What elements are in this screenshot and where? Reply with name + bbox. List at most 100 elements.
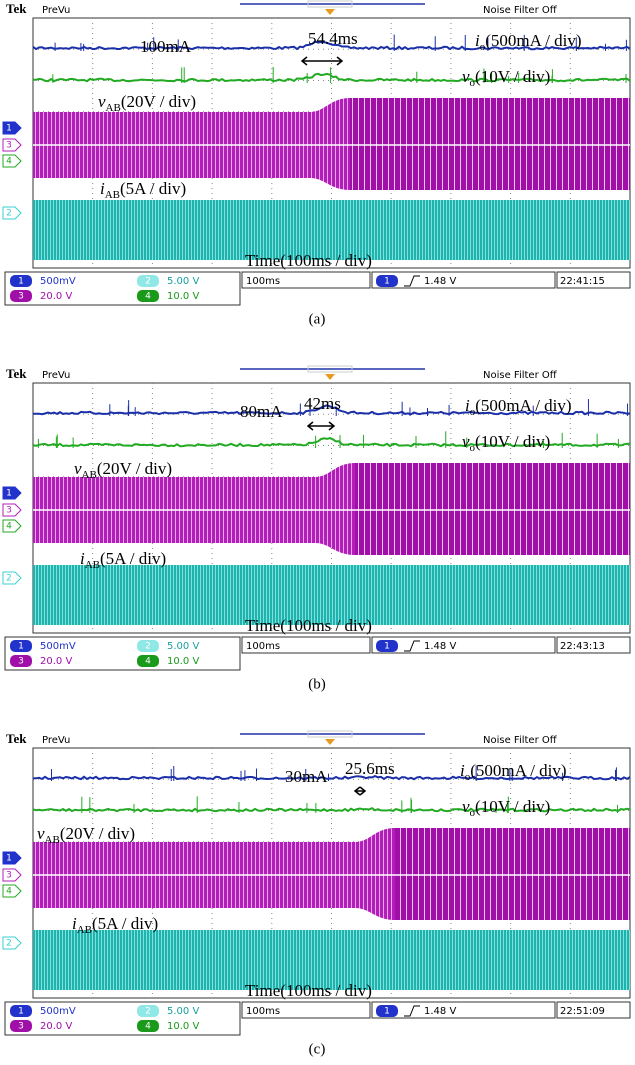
vab-band-dense [395,828,630,920]
caption: (b) [308,676,326,692]
ch1-badge-label: 1 [18,642,24,652]
trigger-box [372,637,555,653]
caption: (a) [309,311,326,327]
ch4-badge-label: 4 [145,1022,151,1032]
timebase: 100ms [246,276,280,287]
ch3-badge-label: 3 [18,657,24,667]
channel-marker-label: 3 [6,506,12,516]
mode: PreVu [42,735,70,746]
vab-band-dense [355,463,630,555]
brand: Tek [6,731,27,746]
label-scale: (10V / div) [475,432,550,451]
clock: 22:51:09 [560,1006,605,1017]
trigger-badge-label: 1 [384,277,390,287]
label-subscript: AB [82,469,97,481]
figure: Tek PreVu Noise Filter Off 1 3 4 2 100mA 54.4ms i… [0,0,635,1065]
caption: (c) [309,1041,326,1057]
trigger-level: 1.48 V [424,1006,456,1017]
channel-marker-label: 4 [6,157,12,167]
ch1-badge-label: 1 [18,277,24,287]
channel-marker-label: 2 [6,574,12,584]
time-label: Time(100ms / div) [245,251,372,270]
label-scale: (5A / div) [92,914,158,933]
mode: PreVu [42,5,70,16]
duration: 42ms [304,394,341,413]
trigger-marker [325,9,335,15]
ch1-scale: 500mV [40,276,76,287]
current-step: 30mA [285,767,328,786]
trigger-marker [325,374,335,380]
scope-panel: Tek PreVu Noise Filter Off 1 3 4 2 30mA 25.6ms io… [3,731,630,1057]
trigger-level: 1.48 V [424,641,456,652]
channel-marker-label: 2 [6,209,12,219]
ch1-badge-label: 1 [18,1007,24,1017]
timebase: 100ms [246,641,280,652]
trace-label: io(500mA / div) [475,31,582,53]
page: Tek PreVu Noise Filter Off 1 3 4 2 100mA 54.4ms i… [0,0,635,1065]
trigger-box [372,1002,555,1018]
label-scale: (500mA / div) [475,396,571,415]
label-subscript: AB [77,924,92,936]
brand: Tek [6,366,27,381]
trigger-badge-label: 1 [384,642,390,652]
channel-marker-label: 1 [6,124,12,134]
channel-marker-label: 3 [6,871,12,881]
ch3-badge-label: 3 [18,1022,24,1032]
ch4-scale: 10.0 V [167,1021,199,1032]
label-subscript: AB [106,102,121,114]
current-step: 100mA [140,37,192,56]
channel-marker-label: 3 [6,141,12,151]
ch2-scale: 5.00 V [167,276,199,287]
scope-panel: TekPreVuNoise Filter Off1342100mA54.4msi… [3,1,630,327]
ch4-badge-label: 4 [145,292,151,302]
clock: 22:41:15 [560,276,605,287]
trace-label: io(500mA / div) [465,396,572,418]
channel-marker-label: 2 [6,939,12,949]
filter-status: Noise Filter Off [483,735,558,746]
current-step: 80mA [240,402,283,421]
ch4-scale: 10.0 V [167,656,199,667]
label-scale: (20V / div) [60,824,135,843]
filter-status: Noise Filter Off [483,370,558,381]
ch2-badge-label: 2 [145,277,151,287]
duration: 54.4ms [308,29,358,48]
channel-marker-label: 4 [6,522,12,532]
label-scale: (5A / div) [100,549,166,568]
trigger-marker [325,739,335,745]
time-label: Time(100ms / div) [245,616,372,635]
label-scale: (500mA / div) [485,31,581,50]
channel-marker-label: 1 [6,854,12,864]
time-label: Time(100ms / div) [245,981,372,1000]
trace-label: vo(10V / div) [462,67,550,89]
label-subscript: AB [85,559,100,571]
scope-panel: Tek PreVu Noise Filter Off 1 3 4 2 80mA 42ms io(5… [3,366,630,692]
label-scale: (5A / div) [120,179,186,198]
trace-label: io(500mA / div) [460,761,567,783]
brand: Tek [6,1,27,16]
trigger-badge-label: 1 [384,1007,390,1017]
ch2-badge-label: 2 [145,642,151,652]
mode: PreVu [42,370,70,381]
ch2-scale: 5.00 V [167,1006,199,1017]
ch4-badge-label: 4 [145,657,151,667]
label-scale: (500mA / div) [470,761,566,780]
clock: 22:43:13 [560,641,605,652]
ch3-scale: 20.0 V [40,656,72,667]
label-subscript: AB [105,189,120,201]
trace-label: vo(10V / div) [462,797,550,819]
ch3-scale: 20.0 V [40,1021,72,1032]
label-subscript: AB [45,834,60,846]
ch1-scale: 500mV [40,641,76,652]
channel-marker-label: 4 [6,887,12,897]
ch3-badge-label: 3 [18,292,24,302]
duration: 25.6ms [345,759,395,778]
channel-marker-label: 1 [6,489,12,499]
trigger-box [372,272,555,288]
label-scale: (20V / div) [121,92,196,111]
ch3-scale: 20.0 V [40,291,72,302]
trigger-level: 1.48 V [424,276,456,287]
label-scale: (10V / div) [475,797,550,816]
ch2-scale: 5.00 V [167,641,199,652]
vab-band-dense [350,98,630,190]
trace-label: vo(10V / div) [462,432,550,454]
